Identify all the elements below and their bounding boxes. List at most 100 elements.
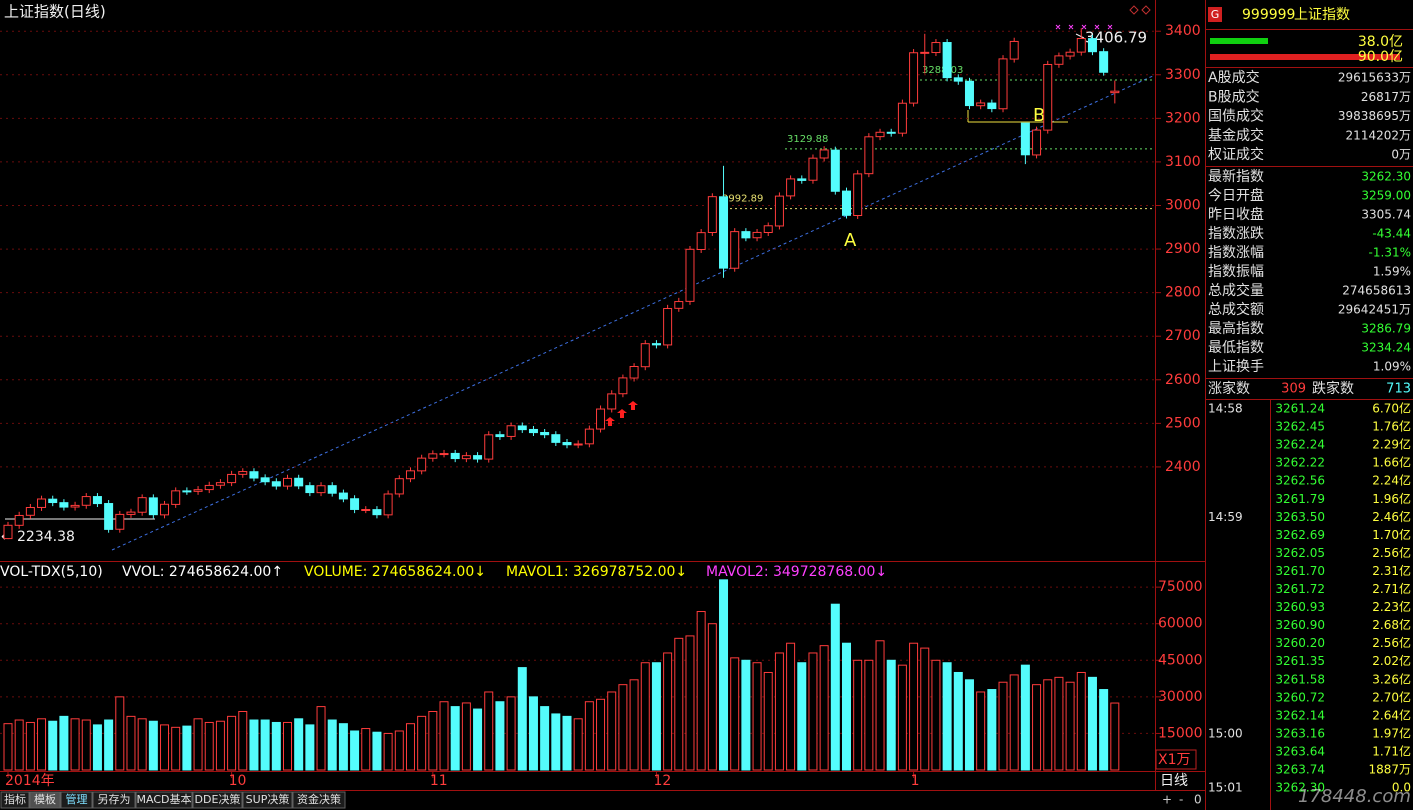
candle-body bbox=[584, 428, 594, 445]
row-value: 1.59% bbox=[1373, 265, 1411, 279]
candle-body bbox=[81, 496, 91, 506]
candle-body bbox=[25, 507, 35, 516]
candle-body bbox=[909, 52, 919, 104]
toolbar-tab[interactable]: 模板 bbox=[29, 791, 61, 809]
chart-title: 上证指数(日线) bbox=[4, 3, 106, 21]
tick-amount: 2.02亿 bbox=[1372, 653, 1411, 668]
signal-arrow bbox=[605, 417, 615, 426]
volume-bar bbox=[104, 719, 114, 771]
volume-bar bbox=[495, 701, 505, 771]
volume-bar bbox=[305, 724, 315, 771]
candle-body bbox=[182, 490, 192, 493]
tab-label[interactable]: 指标 bbox=[4, 792, 26, 806]
volume-bar bbox=[182, 725, 192, 771]
volume-bar bbox=[886, 659, 896, 771]
volume-bar bbox=[674, 637, 684, 771]
volume-bar bbox=[730, 657, 740, 771]
volume-bar bbox=[115, 696, 125, 771]
candle-body bbox=[59, 502, 69, 508]
unit-label: X1万 bbox=[1158, 752, 1191, 768]
marker-row bbox=[1055, 24, 1113, 30]
candle-body bbox=[640, 343, 650, 368]
stock-name: 上证指数 bbox=[1294, 7, 1350, 23]
candle-body bbox=[3, 524, 13, 540]
candle-body bbox=[674, 301, 684, 309]
tab-label[interactable]: 模板 bbox=[34, 792, 56, 806]
x-tick-label: 10 bbox=[229, 773, 247, 789]
toolbar-tab[interactable]: MACD基本 bbox=[135, 791, 193, 809]
volume-bar bbox=[506, 696, 516, 771]
tick-amount: 2.31亿 bbox=[1372, 563, 1411, 578]
volume-bar bbox=[271, 721, 281, 771]
y-tick-label: 3300 bbox=[1165, 67, 1201, 83]
candle-body bbox=[864, 136, 874, 175]
tick-price: 3263.16 bbox=[1275, 726, 1325, 740]
volume-bar bbox=[160, 724, 170, 771]
candle-body bbox=[271, 481, 281, 487]
volume-bar bbox=[137, 718, 147, 771]
candle-body bbox=[719, 196, 729, 269]
tab-label[interactable]: DDE决策 bbox=[195, 792, 241, 806]
legend-text: VOL-TDX(5,10) bbox=[0, 564, 103, 580]
tick-amount: 0.0 bbox=[1392, 781, 1411, 795]
volume-bar bbox=[964, 679, 974, 771]
toolbar-tab[interactable]: 资金决策 bbox=[292, 791, 346, 809]
candle-body bbox=[651, 343, 661, 346]
candle-body bbox=[338, 492, 348, 500]
volume-bar bbox=[696, 611, 706, 771]
volume-bar bbox=[238, 710, 248, 771]
volume-bar bbox=[171, 726, 181, 771]
volume-bar bbox=[405, 723, 415, 771]
candle-body bbox=[461, 455, 471, 460]
toolbar-tab[interactable]: 另存为 bbox=[92, 791, 136, 809]
candle-body bbox=[573, 443, 583, 446]
candle-body bbox=[528, 428, 538, 434]
sell-amount: 90.0亿 bbox=[1358, 49, 1403, 65]
zoom-button[interactable]: 0 bbox=[1194, 793, 1202, 807]
y-tick-label: 3100 bbox=[1165, 154, 1201, 170]
volume-bar bbox=[1110, 702, 1120, 771]
row-value: -43.44 bbox=[1372, 227, 1411, 241]
tick-time: 15:01 bbox=[1208, 781, 1243, 795]
volume-bar bbox=[953, 671, 963, 771]
candle-body bbox=[987, 102, 997, 110]
zoom-button[interactable]: - bbox=[1179, 793, 1183, 807]
tick-amount: 2.70亿 bbox=[1372, 689, 1411, 704]
candle-body bbox=[842, 190, 851, 216]
tick-amount: 3.26亿 bbox=[1372, 671, 1411, 686]
tab-background bbox=[29, 791, 61, 809]
row-label: 权证成交 bbox=[1208, 146, 1264, 163]
toolbar-tab[interactable]: 指标 bbox=[0, 791, 30, 809]
row-value: 3286.79 bbox=[1361, 322, 1411, 336]
volume-bar bbox=[59, 715, 69, 771]
volume-bar bbox=[294, 718, 304, 771]
volume-bar bbox=[227, 715, 237, 771]
period-label: 日线 bbox=[1160, 773, 1188, 789]
legend-text: VOLUME: 274658624.00↓ bbox=[304, 564, 486, 580]
y-tick-label: 75000 bbox=[1158, 579, 1203, 595]
tab-label[interactable]: 管理 bbox=[66, 792, 88, 806]
legend-text: MAVOL1: 326978752.00↓ bbox=[506, 564, 687, 580]
toolbar-tab[interactable]: SUP决策 bbox=[242, 791, 293, 809]
signal-arrow bbox=[617, 409, 627, 418]
row-label: A股成交 bbox=[1208, 69, 1260, 86]
row-value: 29615633万 bbox=[1338, 71, 1411, 85]
candle-body bbox=[238, 471, 248, 475]
volume-bar bbox=[976, 691, 986, 771]
volume-bar bbox=[1076, 671, 1086, 771]
tab-label[interactable]: 另存为 bbox=[98, 792, 131, 806]
corner-icons bbox=[1129, 5, 1151, 15]
icon bbox=[1141, 5, 1151, 15]
tab-label[interactable]: SUP决策 bbox=[246, 792, 290, 806]
volume-bar bbox=[763, 671, 773, 771]
tab-label[interactable]: MACD基本 bbox=[137, 792, 192, 806]
toolbar-tab[interactable]: 管理 bbox=[60, 791, 93, 809]
toolbar-tab[interactable]: DDE决策 bbox=[192, 791, 243, 809]
volume-bar bbox=[551, 713, 561, 771]
tab-label[interactable]: 资金决策 bbox=[297, 792, 341, 806]
y-tick-label: 3000 bbox=[1165, 197, 1201, 213]
zoom-button[interactable]: + bbox=[1162, 793, 1172, 807]
y-tick-label: 60000 bbox=[1158, 616, 1203, 632]
candle-body bbox=[1009, 40, 1019, 60]
candle-body bbox=[350, 498, 360, 510]
